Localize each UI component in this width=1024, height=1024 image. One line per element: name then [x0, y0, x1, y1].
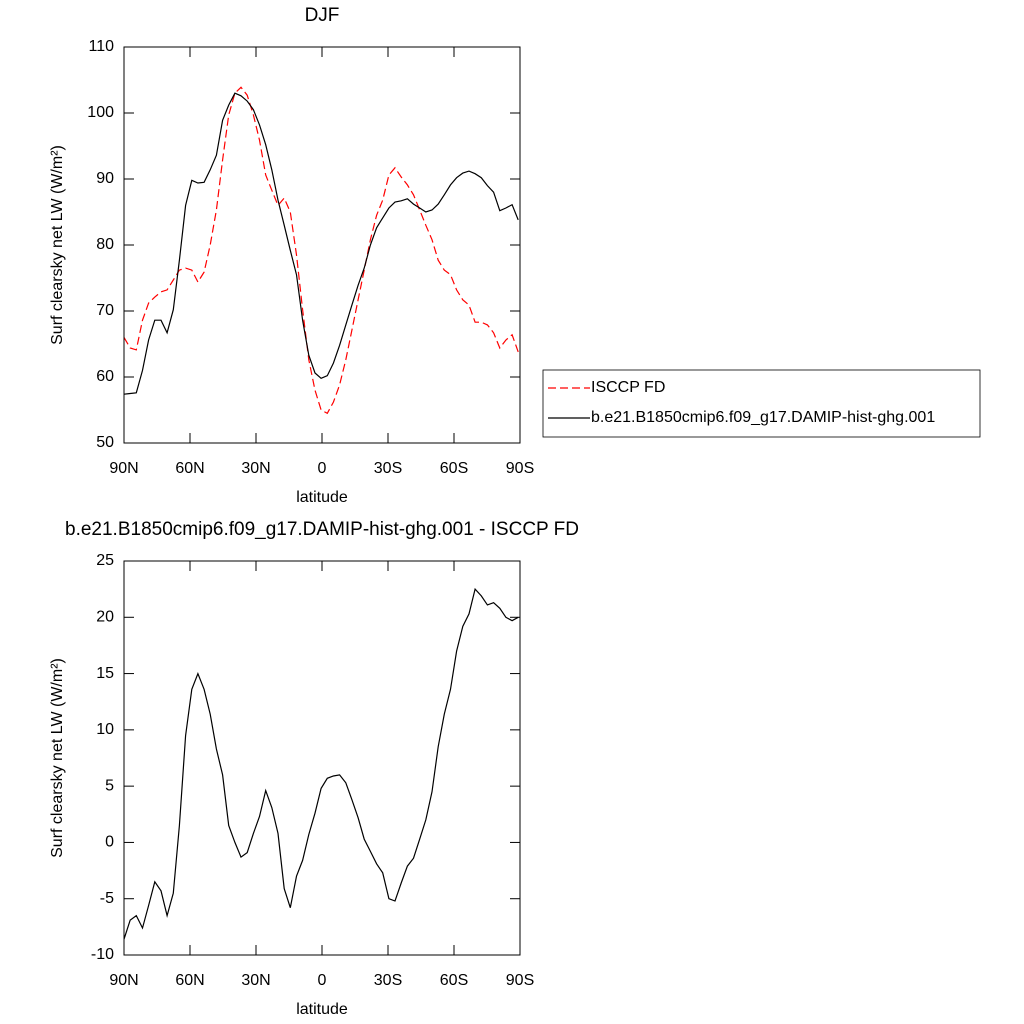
legend-box: [542, 369, 981, 438]
y-tick-label: 80: [96, 236, 114, 253]
x-tick-label: 30N: [241, 460, 270, 477]
y-tick-label: 10: [96, 721, 114, 738]
chart-title: b.e21.B1850cmip6.f09_g17.DAMIP-hist-ghg.…: [65, 519, 579, 540]
series-line: [123, 587, 519, 940]
x-tick-label: 30N: [241, 972, 270, 989]
y-tick-label: -10: [91, 946, 114, 963]
y-tick-label: 50: [96, 434, 114, 451]
y-tick-label: 70: [96, 302, 114, 319]
legend-label: ISCCP FD: [591, 379, 665, 396]
y-tick-label: 110: [88, 38, 114, 55]
x-tick-label: 30S: [374, 460, 402, 477]
x-tick-label: 30S: [374, 972, 402, 989]
legend-label: b.e21.B1850cmip6.f09_g17.DAMIP-hist-ghg.…: [591, 409, 935, 426]
y-tick-label: 90: [96, 170, 114, 187]
x-axis-label: latitude: [296, 1001, 348, 1018]
y-axis-label: Surf clearsky net LW (W/m²): [49, 658, 66, 858]
y-tick-label: -5: [100, 890, 114, 907]
y-tick-label: 60: [96, 368, 114, 385]
x-tick-label: 90S: [506, 460, 534, 477]
x-tick-label: 0: [318, 460, 327, 477]
x-tick-label: 90N: [109, 460, 138, 477]
x-tick-label: 0: [318, 972, 327, 989]
chart-title: DJF: [305, 5, 340, 26]
y-tick-label: 0: [105, 834, 114, 851]
series-line: [123, 86, 519, 415]
x-tick-label: 90S: [506, 972, 534, 989]
y-tick-label: 25: [96, 552, 114, 569]
x-tick-label: 90N: [109, 972, 138, 989]
x-tick-label: 60N: [175, 972, 204, 989]
y-tick-label: 5: [105, 777, 114, 794]
plot-frame: [123, 560, 521, 956]
x-axis-label: latitude: [296, 489, 348, 506]
y-tick-label: 100: [87, 104, 114, 121]
x-tick-label: 60S: [440, 972, 468, 989]
x-tick-label: 60N: [175, 460, 204, 477]
x-tick-label: 60S: [440, 460, 468, 477]
plot-frame: [123, 46, 521, 444]
y-axis-label: Surf clearsky net LW (W/m²): [49, 145, 66, 345]
y-tick-label: 20: [96, 609, 114, 626]
series-line: [123, 92, 519, 395]
y-tick-label: 15: [96, 665, 114, 682]
